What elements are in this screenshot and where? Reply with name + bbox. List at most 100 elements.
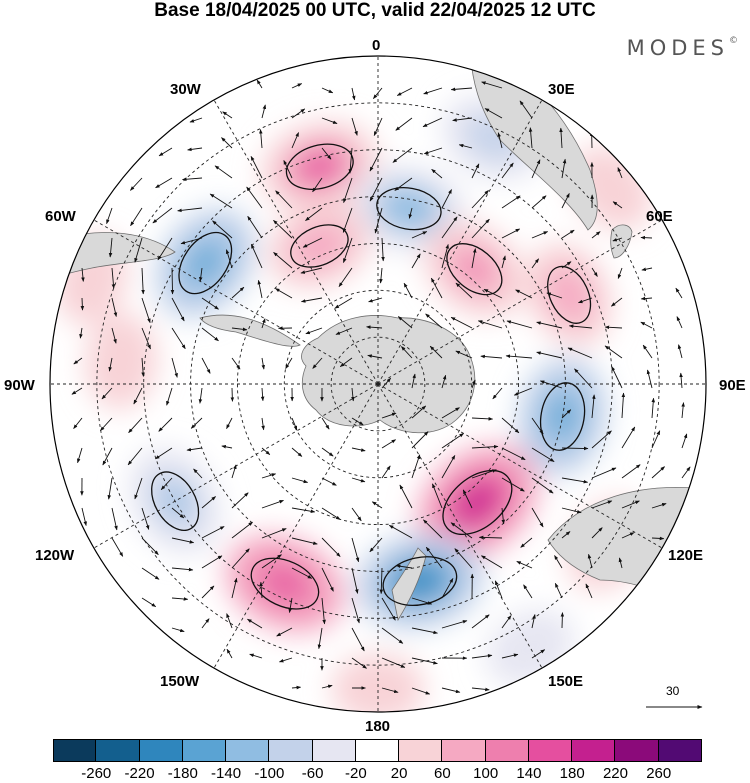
wind-arrow xyxy=(506,320,533,329)
wind-arrow xyxy=(441,216,458,239)
wind-arrow xyxy=(651,430,661,449)
wind-arrow xyxy=(531,447,555,463)
wind-arrow xyxy=(422,117,443,128)
wind-arrow xyxy=(321,117,338,124)
wind-arrow xyxy=(351,507,362,522)
wind-arrow xyxy=(471,654,493,659)
wind-arrow xyxy=(471,417,494,421)
wind-arrow xyxy=(130,177,143,191)
wind-arrow xyxy=(554,555,563,569)
wind-arrow xyxy=(291,83,303,89)
wind-arrow xyxy=(523,584,533,599)
colorbar-tick-label: 140 xyxy=(516,765,542,782)
wind-arrow xyxy=(134,477,143,500)
wind-arrow xyxy=(373,117,383,137)
wind-arrow xyxy=(171,327,186,350)
wind-arrow xyxy=(279,657,293,663)
colorbar-swatch xyxy=(182,739,227,762)
wind-arrow xyxy=(585,583,593,599)
wind-arrow xyxy=(641,267,653,272)
wind-arrow xyxy=(431,168,443,179)
wind-arrow xyxy=(107,477,113,500)
wind-arrow xyxy=(642,344,653,359)
wind-arrow xyxy=(497,132,503,149)
wind-arrow xyxy=(528,127,533,149)
wind-arrow xyxy=(343,237,353,263)
contour-3 xyxy=(290,224,349,268)
colorbar-swatch xyxy=(442,739,486,762)
wind-arrow xyxy=(128,417,143,434)
wind-arrow xyxy=(209,193,233,209)
colorbar-outline xyxy=(53,739,702,762)
colorbar-swatch xyxy=(226,739,270,762)
wind-arrow xyxy=(455,350,473,359)
colorbar-tick-label: 20 xyxy=(390,765,408,782)
wind-arrow xyxy=(351,537,360,563)
anomaly-core-10 xyxy=(268,570,302,597)
wind-arrow xyxy=(372,87,383,99)
wind-arrow xyxy=(591,267,598,277)
wind-arrow xyxy=(261,318,266,329)
lon-label-180: 180 xyxy=(365,718,391,735)
lon-label-30e: 30E xyxy=(548,81,575,98)
wind-arrow xyxy=(617,267,623,279)
wind-arrow xyxy=(261,447,271,455)
wind-arrow xyxy=(108,357,113,372)
page-title: Base 18/04/2025 00 UTC, valid 22/04/2025… xyxy=(154,0,596,21)
wind-arrow xyxy=(366,325,383,329)
wind-arrow xyxy=(171,597,189,601)
wind-arrow xyxy=(214,165,233,179)
wind-arrow xyxy=(166,387,173,406)
wind-arrow xyxy=(256,79,263,89)
anomaly-core-13 xyxy=(112,349,130,374)
wind-arrow xyxy=(395,117,413,131)
lon-label-150w: 150W xyxy=(160,673,200,690)
wind-arrow xyxy=(231,521,253,539)
wind-arrow xyxy=(275,190,293,209)
wind-arrow xyxy=(612,237,623,242)
wind-arrow xyxy=(111,267,116,289)
wind-arrow xyxy=(478,535,503,540)
wind-arrow xyxy=(291,417,298,431)
wind-arrow xyxy=(681,433,688,449)
wind-arrow xyxy=(133,387,143,405)
wind-arrow xyxy=(561,158,567,179)
new-zealand-landmass xyxy=(391,547,427,622)
wind-arrow xyxy=(260,387,265,402)
wind-arrow xyxy=(259,129,263,149)
meridian-line xyxy=(377,99,543,385)
wind-arrow xyxy=(646,369,653,389)
wind-arrow xyxy=(471,248,477,269)
wind-vectors xyxy=(71,79,691,695)
lon-label-60e: 60E xyxy=(646,208,673,225)
wind-arrow xyxy=(516,561,533,569)
wind-arrow xyxy=(73,417,83,429)
wind-arrow xyxy=(351,567,359,594)
wind-arrow xyxy=(79,327,83,339)
wind-arrow xyxy=(291,567,313,579)
wind-arrow xyxy=(186,447,203,452)
wind-arrow xyxy=(381,377,391,389)
wind-arrow xyxy=(441,578,454,599)
colorbar-swatch xyxy=(485,739,529,762)
wind-arrow xyxy=(221,137,233,149)
contour-6 xyxy=(539,382,586,451)
lon-label-120e: 120E xyxy=(668,547,704,564)
anomaly-contours xyxy=(151,143,592,610)
colorbar-swatch xyxy=(53,739,97,762)
wind-arrow xyxy=(561,531,571,539)
latitude-circle xyxy=(96,102,660,666)
wind-arrow xyxy=(261,473,277,479)
wind-arrow xyxy=(539,380,563,389)
wind-arrow xyxy=(379,267,383,284)
wind-arrow xyxy=(231,327,248,332)
contour-7 xyxy=(442,469,513,535)
wind-arrow xyxy=(111,297,118,317)
wind-arrow xyxy=(441,244,449,269)
wind-arrow xyxy=(312,177,323,193)
wind-arrow xyxy=(612,201,623,209)
wind-arrow xyxy=(454,548,473,569)
wind-arrow xyxy=(291,108,306,119)
wind-arrow xyxy=(505,354,533,359)
wind-arrow xyxy=(100,417,113,431)
